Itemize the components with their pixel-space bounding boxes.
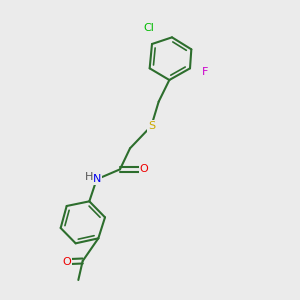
Text: N: N — [92, 174, 101, 184]
Text: O: O — [140, 164, 148, 174]
Text: S: S — [148, 121, 155, 131]
Text: H: H — [85, 172, 93, 182]
Text: F: F — [202, 67, 208, 77]
Text: O: O — [62, 257, 71, 267]
Text: Cl: Cl — [143, 23, 154, 33]
